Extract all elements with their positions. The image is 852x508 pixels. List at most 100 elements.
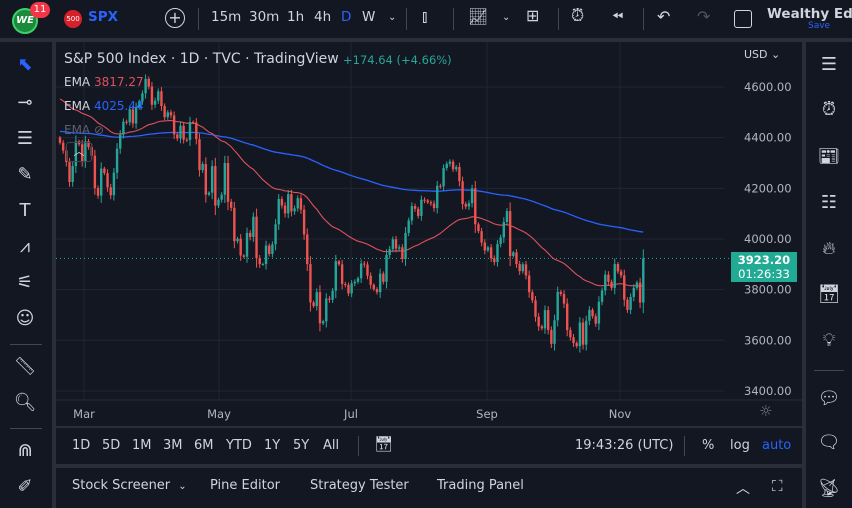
candle-body xyxy=(131,109,135,124)
forecast-icon[interactable]: ⚟ xyxy=(16,272,34,293)
hotlists-fire-icon[interactable]: 🔥︎ xyxy=(822,238,836,259)
ruler-icon[interactable]: 📏︎ xyxy=(13,356,37,377)
candle-body xyxy=(185,139,188,141)
ema-legend-1[interactable]: EMA 3817.27 xyxy=(64,75,144,89)
bar-countdown: 01:26:33 xyxy=(738,267,790,281)
price-tick-label: 4400.00 xyxy=(744,131,792,145)
candle-body xyxy=(581,322,585,345)
layout-name[interactable]: Wealthy Educ xyxy=(767,6,852,22)
candle-body xyxy=(480,231,483,243)
streams-icon[interactable]: 📡︎ xyxy=(817,478,841,499)
log-scale-toggle[interactable]: log xyxy=(730,438,750,453)
alert-clock-icon[interactable]: ⏰︎ xyxy=(571,6,585,26)
compare-plus-icon[interactable]: + xyxy=(165,8,185,28)
tab-trading-panel[interactable]: Trading Panel xyxy=(437,478,524,493)
candle-body xyxy=(100,168,103,196)
percent-scale-toggle[interactable]: % xyxy=(702,438,715,453)
lock-drawings-icon[interactable]: ✐ xyxy=(17,476,33,497)
chart-settings-gear-icon[interactable]: ☼ xyxy=(759,402,773,420)
indicators-dropdown-icon[interactable]: ⌄ xyxy=(502,12,511,23)
magnet-icon[interactable]: ⋒ xyxy=(17,440,33,461)
candle-body xyxy=(629,296,632,310)
candle-body xyxy=(553,320,556,344)
candle-body xyxy=(191,121,195,123)
ema-legend-2[interactable]: EMA 4025.44 xyxy=(64,99,144,113)
interval-1h[interactable]: 1h xyxy=(287,9,305,25)
candle-body xyxy=(388,249,391,255)
candle-body xyxy=(306,234,309,265)
interval-dropdown-icon[interactable]: ⌄ xyxy=(388,12,397,23)
range-ytd[interactable]: YTD xyxy=(226,438,252,453)
collapse-legend-icon[interactable]: ︿ xyxy=(66,142,92,162)
messages-icon[interactable]: 🗨︎ xyxy=(817,432,841,453)
range-5y[interactable]: 5Y xyxy=(293,438,310,453)
calendar-icon[interactable]: 📅︎ xyxy=(817,284,841,305)
interval-w[interactable]: W xyxy=(362,9,376,25)
interval-4h[interactable]: 4h xyxy=(314,9,332,25)
ema-legend-3-hidden[interactable]: EMA ⊘ xyxy=(64,123,104,137)
layout-square-icon[interactable] xyxy=(734,10,752,28)
candle-body xyxy=(125,121,128,123)
range-1m[interactable]: 1M xyxy=(132,438,152,453)
candles-chart-type-icon[interactable]: ⫾ xyxy=(422,7,428,27)
indicators-icon[interactable]: 📈︎ xyxy=(468,7,489,26)
range-3m[interactable]: 3M xyxy=(163,438,183,453)
candle-body xyxy=(268,245,271,254)
eye-hidden-icon[interactable]: ⊘ xyxy=(93,123,105,137)
symbol-search[interactable]: SPX xyxy=(88,9,119,25)
candle-body xyxy=(328,298,331,300)
layouts-grid-icon[interactable]: ⊞ xyxy=(526,6,540,25)
candle-body xyxy=(214,166,217,206)
maximize-icon[interactable]: ⛶ xyxy=(772,477,783,495)
cursor-icon[interactable]: ⬉ xyxy=(17,54,33,75)
range-1d[interactable]: 1D xyxy=(72,438,91,453)
candle-body xyxy=(347,284,350,294)
go-to-date-icon[interactable]: 📅︎ xyxy=(374,435,394,453)
candle-body xyxy=(397,247,401,249)
replay-icon[interactable]: ⏪︎ xyxy=(612,9,624,25)
news-icon[interactable]: 📰︎ xyxy=(817,146,841,167)
alerts-icon[interactable]: ⏰︎ xyxy=(821,99,837,120)
brush-icon[interactable]: ✎ xyxy=(17,164,33,185)
chevron-down-icon[interactable]: ⌄ xyxy=(178,481,187,492)
trend-line-icon[interactable]: ⊸ xyxy=(17,92,33,113)
divider xyxy=(684,436,685,456)
chats-icon[interactable]: 💬︎ xyxy=(817,388,841,409)
candle-body xyxy=(585,320,588,345)
zoom-in-icon[interactable]: 🔍︎ xyxy=(13,392,37,413)
chart-panel[interactable]: 4600.00 4400.00 4200.00 4000.00 3800.00 3600.… xyxy=(56,42,802,426)
expand-panel-chevron-up-icon[interactable]: ︿ xyxy=(736,481,750,497)
currency-selector[interactable]: USD ⌄ xyxy=(744,48,781,61)
tab-stock-screener[interactable]: Stock Screener ⌄ xyxy=(72,478,187,493)
time-tick-label: Nov xyxy=(609,407,632,421)
range-6m[interactable]: 6M xyxy=(194,438,214,453)
auto-scale-toggle[interactable]: auto xyxy=(762,438,792,453)
range-5d[interactable]: 5D xyxy=(102,438,121,453)
range-1y[interactable]: 1Y xyxy=(264,438,281,453)
tab-strategy-tester[interactable]: Strategy Tester xyxy=(310,478,409,493)
candle-body xyxy=(432,203,436,209)
ideas-bulb-icon[interactable]: 💡︎ xyxy=(822,330,836,351)
range-all[interactable]: All xyxy=(323,438,340,453)
candle-body xyxy=(556,291,559,321)
watchlist-icon[interactable]: ☰ xyxy=(820,54,838,75)
candle-body xyxy=(591,309,594,317)
candle-body xyxy=(635,282,639,288)
tab-pine-editor[interactable]: Pine Editor xyxy=(210,478,281,493)
redo-icon[interactable]: ↷ xyxy=(697,7,711,26)
fib-lines-icon[interactable]: ☰ xyxy=(16,128,34,149)
interval-30m[interactable]: 30m xyxy=(249,9,280,25)
price-chart[interactable]: 4600.00 4400.00 4200.00 4000.00 3800.00 3600.… xyxy=(56,42,802,426)
add-watchlist-icon[interactable]: ☷ xyxy=(820,192,838,213)
undo-icon[interactable]: ↶ xyxy=(657,7,671,26)
candle-body xyxy=(277,198,280,225)
text-icon[interactable]: T xyxy=(19,200,31,221)
interval-15m[interactable]: 15m xyxy=(211,9,242,25)
candle-body xyxy=(226,162,230,202)
candle-body xyxy=(299,198,303,210)
emoji-icon[interactable]: ☺ xyxy=(15,308,35,329)
save-button[interactable]: Save xyxy=(808,21,831,31)
interval-d[interactable]: D xyxy=(341,9,352,25)
pattern-icon[interactable]: ⩘ xyxy=(19,236,31,257)
clock-timezone[interactable]: 19:43:26 (UTC) xyxy=(575,438,674,453)
